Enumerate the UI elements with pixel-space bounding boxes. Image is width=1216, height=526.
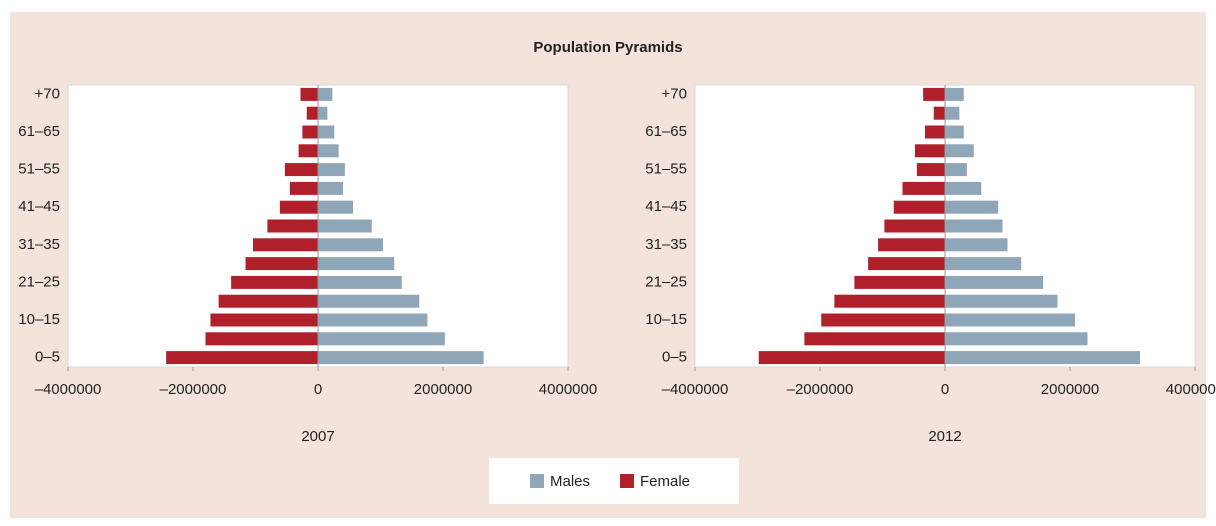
bar — [318, 219, 372, 233]
x-tick-label: 4000000 — [539, 381, 597, 398]
y-tick-label: +70 — [662, 85, 687, 102]
bar — [923, 87, 945, 101]
bar — [893, 200, 945, 214]
bar — [245, 257, 318, 271]
bar — [945, 332, 1088, 346]
y-tick-label: 31–35 — [645, 236, 687, 253]
x-tick-label: 2000000 — [414, 381, 472, 398]
bar — [318, 275, 402, 289]
bar — [298, 144, 318, 158]
bar — [306, 106, 318, 120]
legend — [489, 458, 739, 504]
bar — [302, 125, 318, 139]
bar — [253, 238, 318, 252]
bar — [231, 275, 318, 289]
bar — [166, 351, 318, 365]
bar — [279, 200, 318, 214]
x-tick-label: –4000000 — [35, 381, 102, 398]
x-tick-label: –2000000 — [787, 381, 854, 398]
y-tick-label: 21–25 — [18, 273, 60, 290]
bar — [945, 275, 1044, 289]
x-tick-label: 0 — [314, 381, 322, 398]
bar — [945, 238, 1008, 252]
bar — [945, 106, 960, 120]
bar — [945, 200, 999, 214]
bar — [758, 351, 945, 365]
bar — [945, 163, 967, 177]
bar — [902, 181, 945, 195]
y-tick-label: 61–65 — [18, 123, 60, 140]
bar — [318, 106, 328, 120]
bar — [318, 181, 343, 195]
bar — [318, 294, 420, 308]
bar — [318, 144, 339, 158]
legend-swatch — [530, 474, 544, 488]
bar — [945, 257, 1022, 271]
chart-title: Population Pyramids — [533, 39, 682, 56]
bar — [318, 313, 428, 327]
bar — [884, 219, 945, 233]
y-tick-label: 10–15 — [18, 311, 60, 328]
y-tick-label: 21–25 — [645, 273, 687, 290]
x-tick-label: 2000000 — [1041, 381, 1099, 398]
y-tick-label: 51–55 — [645, 161, 687, 178]
bar — [854, 275, 945, 289]
bar — [916, 163, 945, 177]
y-tick-label: 41–45 — [645, 198, 687, 215]
y-tick-label: 10–15 — [645, 311, 687, 328]
x-tick-label: 4000000 — [1166, 381, 1216, 398]
bar — [205, 332, 318, 346]
bar — [318, 200, 353, 214]
x-tick-label: –2000000 — [160, 381, 227, 398]
bar — [318, 351, 484, 365]
legend-label: Female — [640, 473, 690, 490]
x-axis-title: 2007 — [301, 428, 334, 445]
bar — [834, 294, 945, 308]
bar — [868, 257, 945, 271]
bar — [821, 313, 945, 327]
bar — [210, 313, 318, 327]
y-tick-label: 31–35 — [18, 236, 60, 253]
legend-label: Males — [550, 473, 590, 490]
y-tick-label: 61–65 — [645, 123, 687, 140]
x-axis-title: 2012 — [928, 428, 961, 445]
y-tick-label: 0–5 — [35, 349, 60, 366]
bar — [945, 125, 964, 139]
bar — [945, 351, 1140, 365]
x-tick-label: 0 — [941, 381, 949, 398]
bar — [318, 125, 335, 139]
bar — [267, 219, 318, 233]
bar — [945, 87, 964, 101]
bar — [804, 332, 945, 346]
bar — [300, 87, 318, 101]
bar — [318, 238, 383, 252]
bar — [945, 219, 1003, 233]
bar — [945, 313, 1075, 327]
x-tick-label: –4000000 — [662, 381, 729, 398]
bar — [318, 257, 395, 271]
y-tick-label: 41–45 — [18, 198, 60, 215]
bar — [289, 181, 318, 195]
bar — [878, 238, 945, 252]
bar — [284, 163, 318, 177]
legend-swatch — [620, 474, 634, 488]
bar — [318, 163, 345, 177]
bar — [925, 125, 945, 139]
bar — [945, 294, 1058, 308]
bar — [318, 332, 445, 346]
bar — [945, 181, 982, 195]
y-tick-label: 0–5 — [662, 349, 687, 366]
y-tick-label: 51–55 — [18, 161, 60, 178]
bar — [933, 106, 945, 120]
y-tick-label: +70 — [35, 85, 60, 102]
bar — [318, 87, 333, 101]
bar — [915, 144, 945, 158]
bar — [218, 294, 318, 308]
bar — [945, 144, 974, 158]
